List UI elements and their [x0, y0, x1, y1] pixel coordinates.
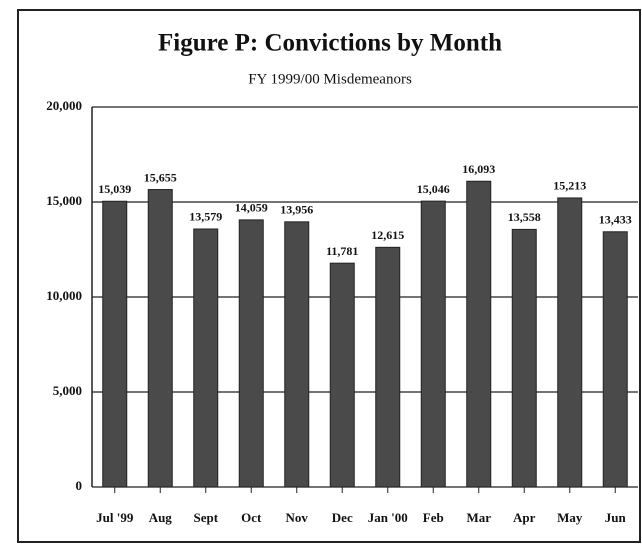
bar	[466, 180, 492, 488]
bar	[420, 200, 446, 488]
data-label: 13,558	[508, 210, 541, 224]
data-label: 13,433	[599, 213, 632, 227]
bar	[375, 246, 401, 488]
bar	[147, 189, 173, 488]
data-label: 11,781	[326, 244, 358, 258]
data-label: 16,093	[462, 162, 495, 176]
x-tick-label: Aug	[149, 510, 173, 525]
x-tick-label: Jun	[605, 510, 627, 525]
bar	[329, 262, 355, 488]
bar	[102, 200, 128, 488]
data-label: 13,956	[280, 203, 313, 217]
bar	[238, 219, 264, 488]
x-tick-label: May	[557, 510, 583, 525]
bar	[511, 228, 537, 488]
y-tick-label: 10,000	[46, 288, 82, 303]
chart-title: Figure P: Convictions by Month	[158, 30, 502, 57]
y-tick-label: 5,000	[53, 383, 82, 398]
data-label: 15,046	[417, 182, 450, 196]
x-tick-label: Sept	[193, 510, 218, 525]
bar	[284, 221, 310, 488]
data-label: 13,579	[189, 210, 222, 224]
x-tick-label: Feb	[423, 510, 444, 525]
data-label: 15,655	[144, 170, 177, 184]
bar	[557, 197, 583, 488]
x-tick-label: Dec	[332, 510, 353, 525]
y-tick-label: 0	[76, 478, 83, 493]
bar	[193, 228, 219, 488]
x-tick-label: Jul '99	[96, 510, 134, 525]
x-tick-label: Apr	[513, 510, 536, 525]
x-tick-label: Oct	[241, 510, 262, 525]
y-tick-label: 15,000	[46, 193, 82, 208]
x-tick-label: Mar	[466, 510, 491, 525]
frame	[17, 9, 641, 543]
y-tick-label: 20,000	[46, 98, 82, 113]
bar	[602, 231, 628, 488]
data-label: 15,039	[98, 182, 131, 196]
chart-subtitle: FY 1999/00 Misdemeanors	[248, 71, 412, 87]
data-label: 15,213	[553, 179, 586, 193]
data-label: 12,615	[371, 228, 404, 242]
x-tick-label: Nov	[286, 510, 309, 525]
data-label: 14,059	[235, 201, 268, 215]
x-tick-label: Jan '00	[368, 510, 408, 525]
